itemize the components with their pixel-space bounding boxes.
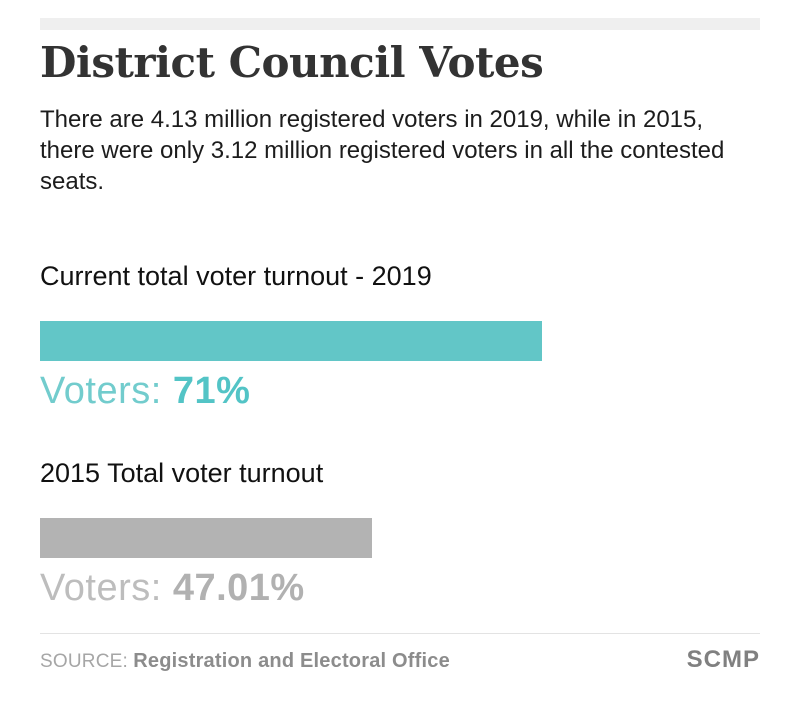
bar-2015	[40, 518, 373, 558]
source-label: SOURCE:	[40, 651, 128, 672]
footer: SOURCE: Registration and Electoral Offic…	[40, 633, 760, 674]
bar-value-prefix: Voters:	[40, 370, 173, 412]
bar-value-number: 47.01%	[172, 567, 305, 609]
source-line: SOURCE: Registration and Electoral Offic…	[40, 650, 450, 673]
brand-logo: SCMP	[686, 646, 760, 673]
chart-subtitle: There are 4.13 million registered voters…	[40, 106, 725, 195]
source-name: Registration and Electoral Office	[133, 650, 450, 672]
bar-label-2019: Current total voter turnout - 2019	[40, 261, 432, 291]
bar-value-2019: Voters: 71%	[40, 368, 760, 414]
page-title: District Council Votes	[40, 38, 544, 87]
bar-value-number: 71%	[172, 370, 251, 412]
bar-track-2019	[40, 321, 747, 361]
bar-value-2015: Voters: 47.01%	[40, 565, 760, 611]
decorative-top-strip	[40, 18, 760, 30]
bar-track-2015	[40, 518, 747, 558]
bar-2019	[40, 321, 542, 361]
bar-value-prefix: Voters:	[40, 567, 173, 609]
bar-label-2015: 2015 Total voter turnout	[40, 458, 324, 488]
